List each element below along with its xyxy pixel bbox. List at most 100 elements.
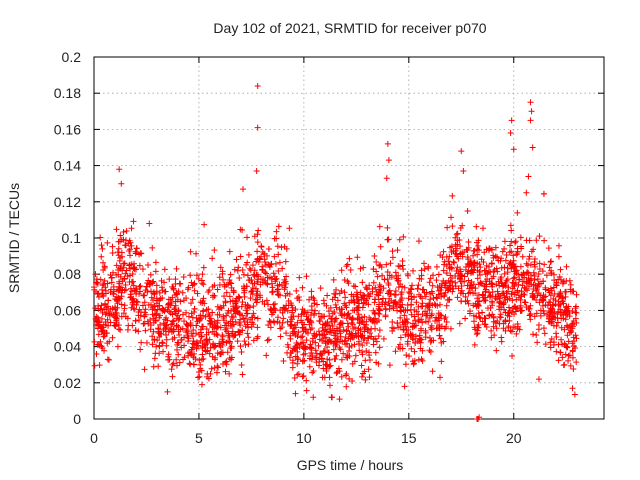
data-point	[475, 324, 482, 331]
data-point	[100, 266, 107, 273]
data-point	[298, 334, 305, 341]
data-point	[397, 281, 404, 288]
data-point	[120, 228, 127, 235]
data-point	[350, 283, 357, 290]
data-point	[384, 236, 391, 243]
data-point	[405, 333, 412, 340]
data-point	[365, 366, 372, 373]
data-point	[165, 351, 172, 358]
data-point	[370, 341, 377, 348]
data-point	[226, 248, 233, 255]
data-point	[336, 368, 343, 375]
data-point	[130, 218, 137, 225]
data-point	[407, 306, 414, 313]
data-point	[375, 360, 382, 367]
data-point	[122, 281, 129, 288]
data-point	[152, 259, 159, 266]
data-point	[270, 270, 277, 277]
data-point	[355, 325, 362, 332]
data-point	[244, 310, 251, 317]
data-point	[189, 296, 196, 303]
data-point	[173, 362, 180, 369]
data-point	[349, 307, 356, 314]
data-point	[383, 261, 390, 268]
data-point	[344, 278, 351, 285]
data-point	[118, 293, 125, 300]
data-point	[216, 274, 223, 281]
data-point	[290, 330, 297, 337]
data-point	[392, 348, 399, 355]
data-point	[211, 318, 218, 325]
data-point	[462, 315, 469, 322]
data-point	[169, 283, 176, 290]
data-point	[512, 239, 519, 246]
chart-title: Day 102 of 2021, SRMTID for receiver p07…	[213, 20, 486, 36]
data-point	[173, 322, 180, 329]
data-point	[432, 302, 439, 309]
data-point	[214, 332, 221, 339]
data-point	[141, 292, 148, 299]
data-point	[492, 319, 499, 326]
data-point	[366, 282, 373, 289]
data-point	[522, 285, 529, 292]
data-point	[199, 271, 206, 278]
data-point	[422, 327, 429, 334]
data-point	[324, 292, 331, 299]
data-point	[101, 306, 108, 313]
data-point	[308, 349, 315, 356]
data-point	[548, 335, 555, 342]
data-point	[157, 295, 164, 302]
data-point	[510, 324, 517, 331]
data-point	[527, 311, 534, 318]
data-point	[224, 349, 231, 356]
data-point	[210, 292, 217, 299]
data-point	[385, 282, 392, 289]
data-point	[541, 237, 548, 244]
data-point	[287, 322, 294, 329]
data-point	[506, 304, 513, 311]
data-point	[285, 302, 292, 309]
data-point	[294, 319, 301, 326]
data-point	[426, 307, 433, 314]
data-point	[389, 254, 396, 261]
data-point	[480, 225, 487, 232]
data-point	[247, 295, 254, 302]
data-point	[332, 301, 339, 308]
data-point	[457, 250, 464, 257]
data-point	[394, 320, 401, 327]
data-point	[239, 371, 246, 378]
data-point	[99, 291, 106, 298]
data-point	[496, 299, 503, 306]
data-point	[428, 337, 435, 344]
data-point	[536, 299, 543, 306]
data-point	[312, 333, 319, 340]
data-point	[243, 234, 250, 241]
data-point	[125, 322, 132, 329]
data-point	[534, 276, 541, 283]
data-point	[545, 315, 552, 322]
data-point	[469, 268, 476, 275]
data-point	[396, 236, 403, 243]
data-point	[478, 256, 485, 263]
data-point	[316, 318, 323, 325]
data-point	[341, 276, 348, 283]
data-point	[198, 277, 205, 284]
data-point	[349, 378, 356, 385]
data-point	[337, 333, 344, 340]
data-point	[149, 333, 156, 340]
data-point	[244, 272, 251, 279]
data-point	[401, 312, 408, 319]
data-point	[300, 372, 307, 379]
data-point	[326, 337, 333, 344]
data-point	[401, 318, 408, 325]
data-point	[530, 281, 537, 288]
data-point	[464, 270, 471, 277]
data-point	[255, 259, 262, 266]
data-point	[176, 280, 183, 287]
data-point	[566, 313, 573, 320]
data-point	[486, 312, 493, 318]
data-point	[445, 258, 452, 265]
data-point	[525, 173, 532, 180]
data-point	[529, 144, 536, 151]
data-point	[292, 306, 299, 313]
